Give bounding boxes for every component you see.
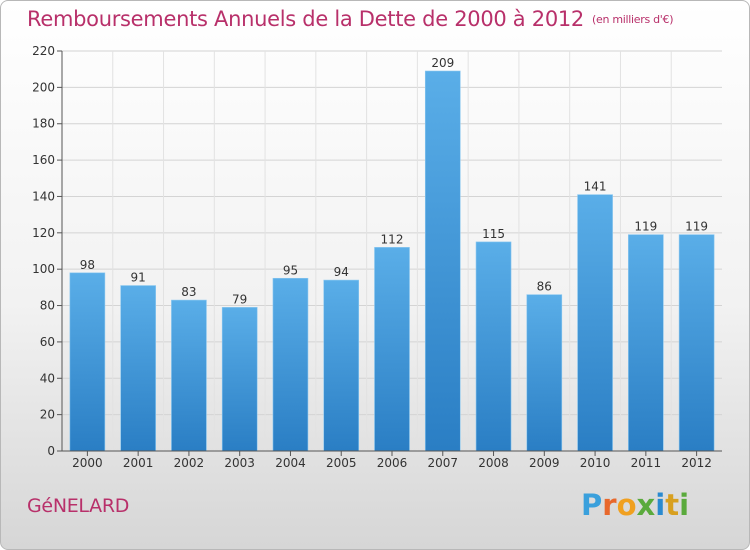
y-tick-label: 140 xyxy=(32,189,55,203)
commune-name: GéNELARD xyxy=(27,495,130,517)
logo-letter: x xyxy=(636,488,656,522)
y-tick-label: 20 xyxy=(40,408,55,422)
bar xyxy=(628,234,664,452)
y-tick-label: 120 xyxy=(32,226,55,240)
data-label: 119 xyxy=(685,220,708,234)
y-tick-label: 200 xyxy=(32,80,55,94)
bar xyxy=(69,272,106,452)
x-tick-label: 2006 xyxy=(377,456,408,470)
bar xyxy=(323,279,360,452)
x-tick-label: 2008 xyxy=(478,456,509,470)
bar xyxy=(577,194,613,452)
y-tick-label: 100 xyxy=(32,262,55,276)
data-label: 94 xyxy=(334,265,349,279)
bar xyxy=(171,299,207,452)
x-tick-label: 2011 xyxy=(631,456,662,470)
data-label: 98 xyxy=(80,258,95,272)
x-tick-label: 2004 xyxy=(275,456,306,470)
bars xyxy=(69,70,715,452)
logo-letter: i xyxy=(655,488,666,522)
x-tick-label: 2003 xyxy=(224,456,255,470)
chart-unit: (en milliers d'€) xyxy=(592,13,674,26)
logo-letter: P xyxy=(581,488,603,522)
data-label: 112 xyxy=(381,232,404,246)
bar xyxy=(221,307,258,452)
y-tick-label: 220 xyxy=(32,44,55,58)
data-label: 91 xyxy=(131,271,146,285)
logo-letter: i xyxy=(679,488,690,522)
data-label: 115 xyxy=(482,227,505,241)
y-tick-label: 40 xyxy=(40,371,55,385)
axes xyxy=(57,50,722,456)
y-tick-label: 180 xyxy=(32,117,55,131)
bar xyxy=(475,241,512,452)
data-label: 119 xyxy=(634,220,657,234)
chart-title: Remboursements Annuels de la Dette de 20… xyxy=(27,7,673,31)
proxiti-logo: Proxiti xyxy=(581,488,689,522)
bar xyxy=(526,294,563,452)
data-label: 95 xyxy=(283,263,298,277)
logo-letter: o xyxy=(616,488,637,522)
data-label: 141 xyxy=(584,180,607,194)
bar xyxy=(678,234,715,452)
y-tick-label: 160 xyxy=(32,153,55,167)
x-tick-label: 2000 xyxy=(72,456,103,470)
data-label: 83 xyxy=(181,285,196,299)
bar xyxy=(120,285,156,452)
x-tick-label: 2009 xyxy=(529,456,560,470)
data-label: 86 xyxy=(537,280,552,294)
logo-letter: r xyxy=(602,488,617,522)
x-tick-label: 2010 xyxy=(580,456,611,470)
y-tick-label: 0 xyxy=(47,444,55,458)
labels: 0 20 40 60 80 100 120 140 160 180 200 220 98 2000 91 20… xyxy=(32,44,712,470)
x-tick-label: 2012 xyxy=(681,456,712,470)
x-tick-label: 2005 xyxy=(326,456,357,470)
y-tick-label: 80 xyxy=(40,299,55,313)
logo-letter: t xyxy=(665,488,680,522)
x-tick-label: 2002 xyxy=(174,456,205,470)
bar xyxy=(424,70,461,452)
data-label: 79 xyxy=(232,292,247,306)
x-tick-label: 2007 xyxy=(427,456,458,470)
x-tick-label: 2001 xyxy=(123,456,154,470)
chart-title-text: Remboursements Annuels de la Dette de 20… xyxy=(27,7,584,31)
data-label: 209 xyxy=(431,56,454,70)
bar xyxy=(374,247,410,452)
bar xyxy=(272,277,309,452)
y-tick-label: 60 xyxy=(40,335,55,349)
